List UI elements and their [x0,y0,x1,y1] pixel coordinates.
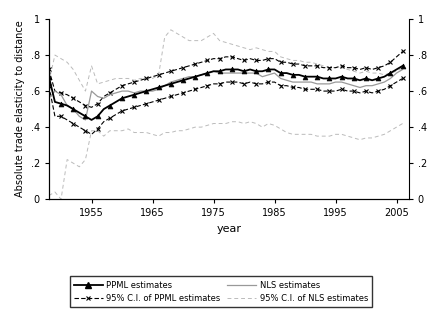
Y-axis label: Absolute trade elasticity to distance: Absolute trade elasticity to distance [15,21,25,197]
Legend: PPML estimates, 95% C.I. of PPML estimates, NLS estimates, 95% C.I. of NLS estim: PPML estimates, 95% C.I. of PPML estimat… [70,276,372,307]
X-axis label: year: year [216,224,241,234]
